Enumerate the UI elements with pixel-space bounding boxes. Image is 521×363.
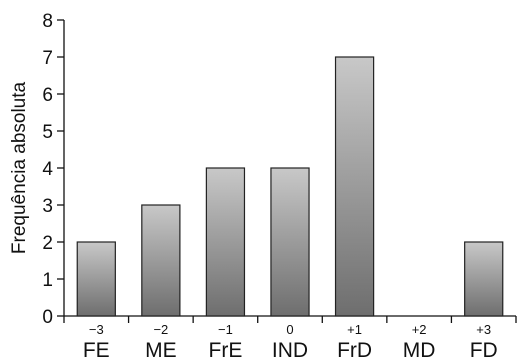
y-tick-label: 1 [42,270,53,291]
x-category-label: IND [272,339,308,362]
y-tick-label: 4 [42,159,53,180]
x-category-label: FD [470,339,498,362]
y-axis: 0 1 2 3 4 5 6 7 8 [42,11,65,328]
bar-fre [205,167,246,317]
bar-frd [334,56,375,317]
y-tick-label: 0 [42,307,53,328]
x-score-label: +3 [476,322,491,337]
y-tick-label: 3 [42,196,53,217]
x-axis: −3 FE −2 ME −1 FrE 0 IND +1 FrD +2 MD +3 FD [63,315,517,362]
x-score-label: −1 [218,322,233,337]
x-category-label: FE [83,339,110,362]
y-tick-label: 5 [42,122,53,143]
x-category-label: ME [145,339,177,362]
y-tick-label: 7 [42,48,53,69]
bar-fd [464,241,504,317]
x-score-label: +1 [347,322,362,337]
x-category-label: FrE [209,339,243,362]
x-score-label: +2 [412,322,427,337]
y-tick-label: 8 [42,11,53,32]
x-score-label: −3 [89,322,104,337]
y-tick-label: 6 [42,85,53,106]
x-score-label: −2 [153,322,168,337]
bar-ind [270,167,310,317]
x-category-label: FrD [337,339,372,362]
x-category-label: MD [403,339,436,362]
bar-fe [76,241,116,317]
y-tick-label: 2 [42,233,53,254]
y-axis-title: Frequência absoluta [9,81,30,254]
x-score-label: 0 [286,322,293,337]
bar-me [141,204,181,317]
bars [76,56,504,317]
